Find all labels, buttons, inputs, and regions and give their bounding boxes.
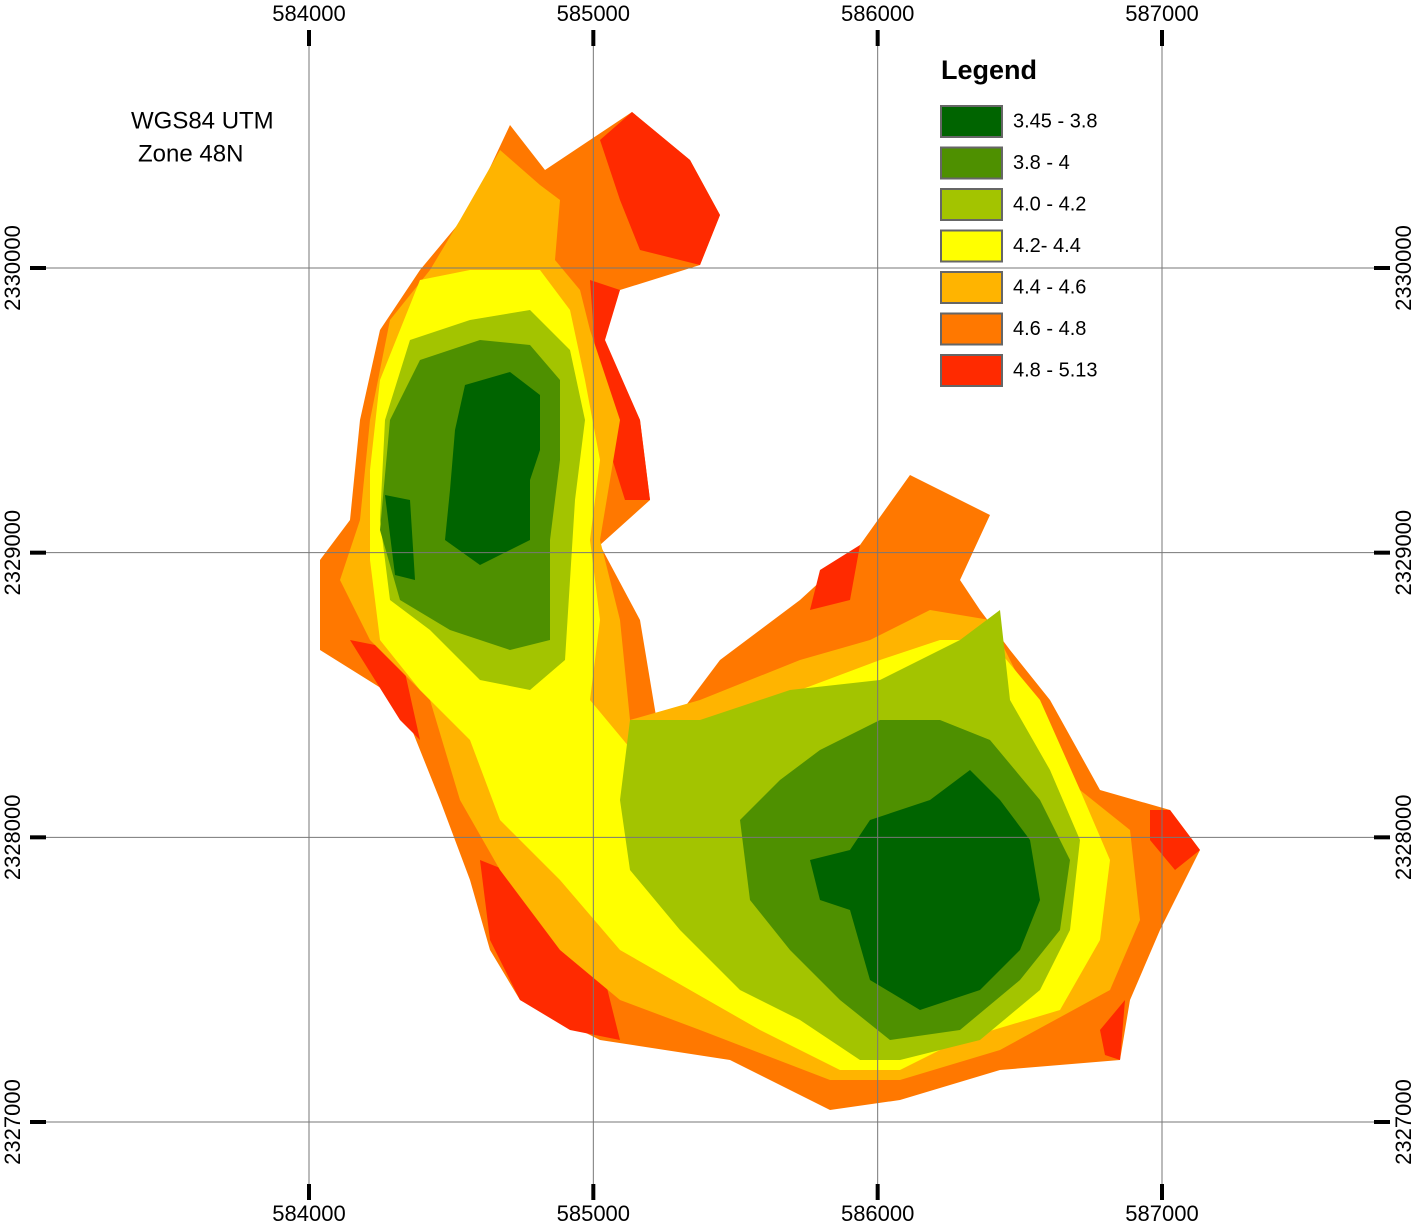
legend-label: 4.8 - 5.13 [1013, 359, 1098, 381]
legend-label: 4.0 - 4.2 [1013, 193, 1086, 215]
projection: Zone 48N [138, 140, 243, 167]
legend-swatch [940, 271, 1003, 304]
zone-3-45 [385, 372, 1040, 1010]
y-tick-label: 2330000 [0, 225, 25, 311]
x-tick-label: 586000 [841, 1, 914, 26]
legend: Legend 3.45 - 3.8 3.8 - 4 4.0 - 4.2 4.2- 4.… [940, 55, 1098, 387]
y-tick-label: 2329000 [0, 510, 25, 596]
raster [320, 112, 1200, 1110]
graticule [30, 30, 1390, 1200]
x-tick-label: 584000 [272, 1, 345, 26]
y-tick-label: 2327000 [0, 1079, 25, 1165]
x-tick-label: 586000 [841, 1201, 914, 1226]
legend-swatch [940, 312, 1003, 346]
x-tick-label: 585000 [557, 1201, 630, 1226]
legend-label: 4.4 - 4.6 [1013, 276, 1086, 298]
legend-title: Legend [941, 55, 1037, 85]
y-tick-label: 2330000 [1391, 225, 1416, 311]
legend-label: 4.6 - 4.8 [1013, 318, 1086, 340]
projection: WGS84 UTM [131, 107, 274, 134]
y-tick-label: 2328000 [1391, 795, 1416, 881]
legend-label: 4.2- 4.4 [1013, 235, 1081, 257]
x-tick-label: 585000 [557, 1, 630, 26]
legend-swatch [940, 354, 1003, 387]
legend-swatch [940, 229, 1003, 263]
y-tick-label: 2328000 [0, 795, 25, 881]
y-tick-label: 2329000 [1391, 510, 1416, 596]
legend-label: 3.45 - 3.8 [1013, 110, 1098, 132]
legend-label: 3.8 - 4 [1013, 152, 1070, 174]
y-tick-label: 2327000 [1391, 1079, 1416, 1165]
legend-swatch [940, 188, 1003, 221]
x-tick-label: 584000 [272, 1201, 345, 1226]
x-tick-label: 587000 [1125, 1201, 1198, 1226]
legend-swatch [940, 105, 1003, 138]
legend-swatch [940, 146, 1003, 180]
x-tick-label: 587000 [1125, 1, 1198, 26]
